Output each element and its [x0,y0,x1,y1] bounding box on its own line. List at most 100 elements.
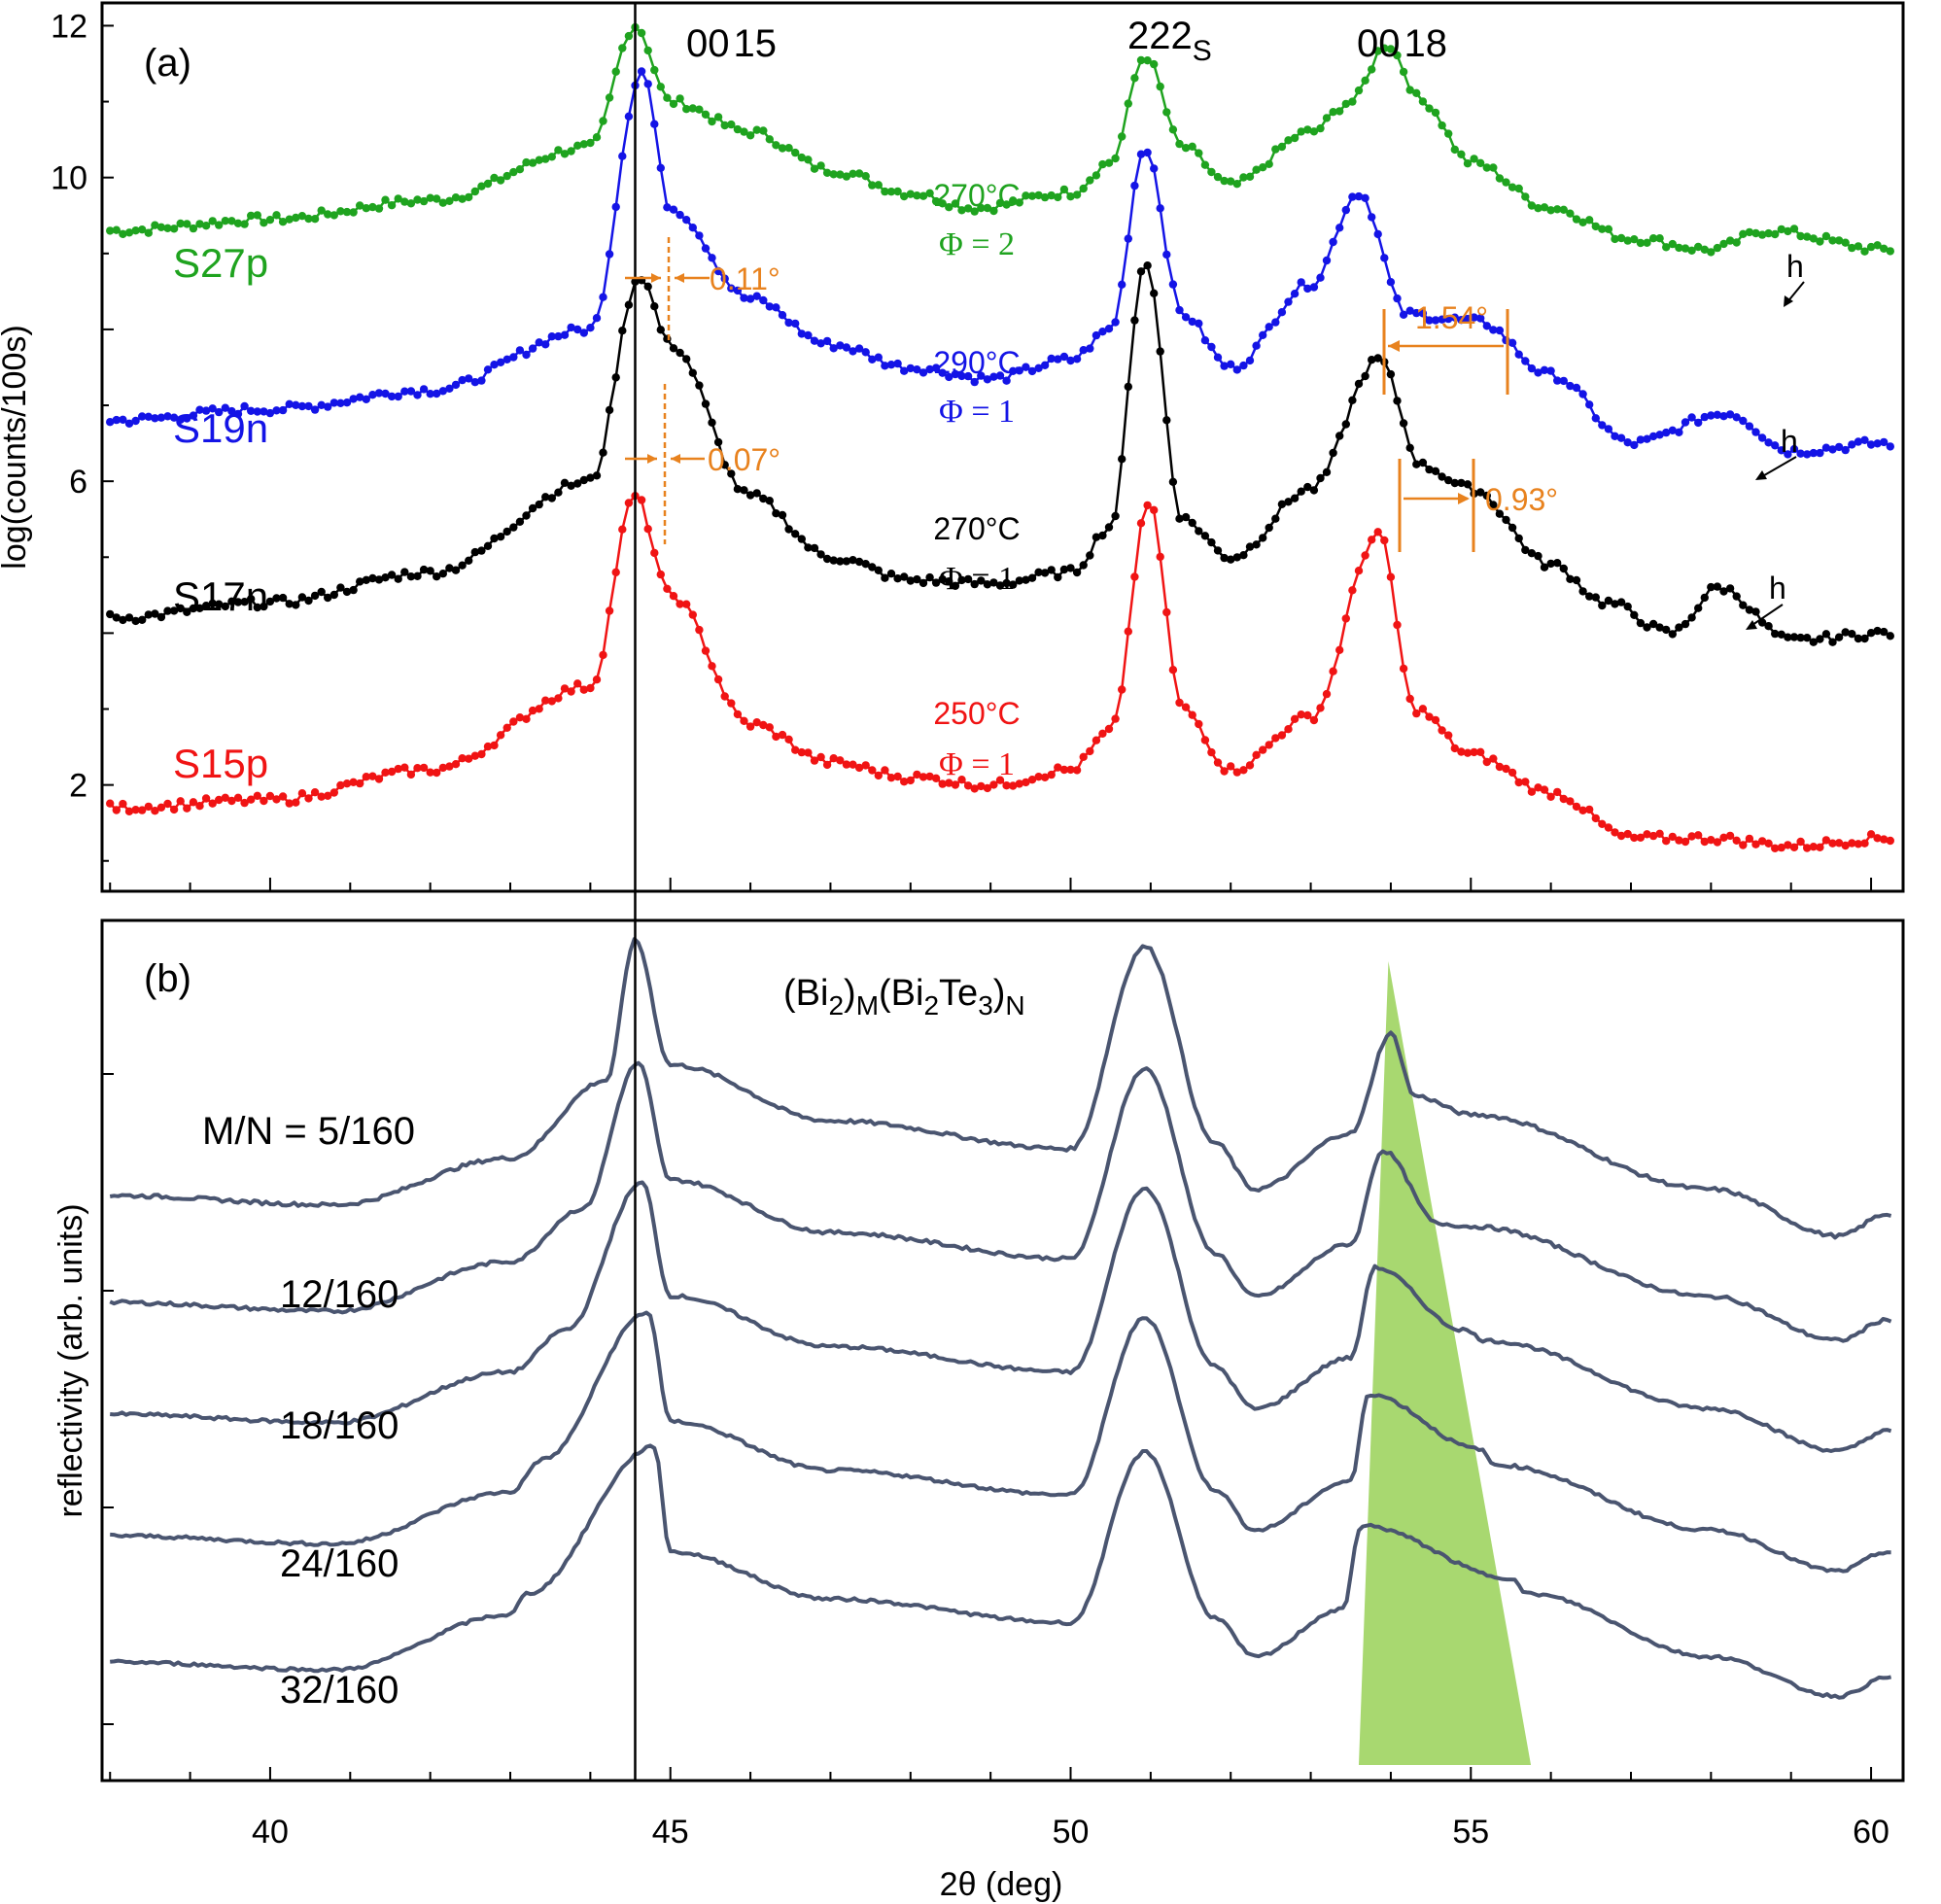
data-point [829,754,838,763]
data-point [804,748,813,757]
data-point [1739,601,1748,609]
data-point [547,494,556,502]
data-point [733,286,743,295]
data-point [1591,414,1601,423]
data-point [868,355,877,363]
data-point [253,603,261,612]
data-point [925,364,934,374]
data-point [836,756,845,765]
data-point [567,687,575,696]
data-point [1828,638,1837,646]
data-point [1361,371,1369,381]
data-point [215,221,224,229]
data-point [1751,840,1760,848]
data-point [720,692,729,701]
data-point [1508,338,1517,347]
data-point [656,163,665,172]
series-label-s15p: S15p [173,741,268,786]
data-point [465,192,473,202]
data-point [1047,770,1056,779]
data-point [292,601,300,609]
data-point [1784,226,1792,236]
series-line-s15p [109,494,1891,850]
data-point [881,362,889,370]
data-point [695,381,704,390]
data-point [752,718,761,727]
data-point [1751,428,1760,436]
data-point [1405,306,1414,315]
data-point [886,774,896,782]
data-point [854,557,864,567]
data-point [1662,428,1671,437]
data-point [829,170,838,179]
data-point [317,206,326,215]
data-point [1444,129,1453,138]
data-point [342,587,352,597]
data-point [669,99,678,109]
data-point [713,675,723,684]
data-point [1425,465,1434,474]
data-point [708,254,716,262]
data-point [854,763,864,773]
data-point [1380,536,1389,545]
data-point [156,612,166,622]
data-point [278,792,288,801]
data-point [156,223,166,231]
data-point [1265,741,1273,749]
data-point [713,113,723,121]
data-point [1086,344,1094,353]
data-point [893,359,902,368]
data-point [304,214,313,224]
data-point [522,157,531,167]
data-point [1040,569,1050,577]
sim-curve-5 [110,1443,1892,1700]
data-point [951,581,960,590]
data-point [547,332,556,341]
data-point [669,344,678,353]
temp-label-s19n: 290°C [933,345,1020,380]
data-point [1796,837,1805,847]
data-point [451,566,461,574]
data-point [1540,203,1549,212]
data-point [381,389,390,398]
data-point [791,530,800,538]
data-point [183,414,191,423]
data-point [356,779,364,788]
data-point [1277,731,1287,740]
data-point [1854,242,1863,251]
data-point [490,534,499,543]
axes-a: 2 6 10 12 [51,8,1873,891]
data-point [1585,805,1594,814]
shaded-wedge [1358,961,1532,1765]
data-point [1789,225,1799,233]
data-point [643,525,652,534]
data-point [611,568,620,576]
data-point [938,574,947,584]
data-point [1816,448,1824,458]
data-point [650,65,659,75]
data-point [963,204,973,213]
data-point [1079,184,1088,193]
data-point [1239,173,1248,182]
data-point [1527,549,1537,558]
data-point [573,479,582,488]
data-point [1092,533,1101,541]
data-point [451,760,461,769]
data-point [1777,446,1786,455]
temp-label-s15p: 250°C [933,696,1020,731]
data-point [874,353,883,362]
data-point [1578,806,1587,814]
data-point [227,796,236,806]
data-point [1290,494,1300,502]
data-point [1450,478,1460,488]
data-point [221,403,229,412]
data-point [503,171,511,181]
data-point [1200,736,1210,744]
data-point [913,365,921,374]
data-point [1784,450,1792,459]
data-point [201,602,211,610]
data-point [861,560,870,569]
data-point [1072,568,1082,577]
data-point [1316,473,1325,483]
data-point [329,590,338,600]
